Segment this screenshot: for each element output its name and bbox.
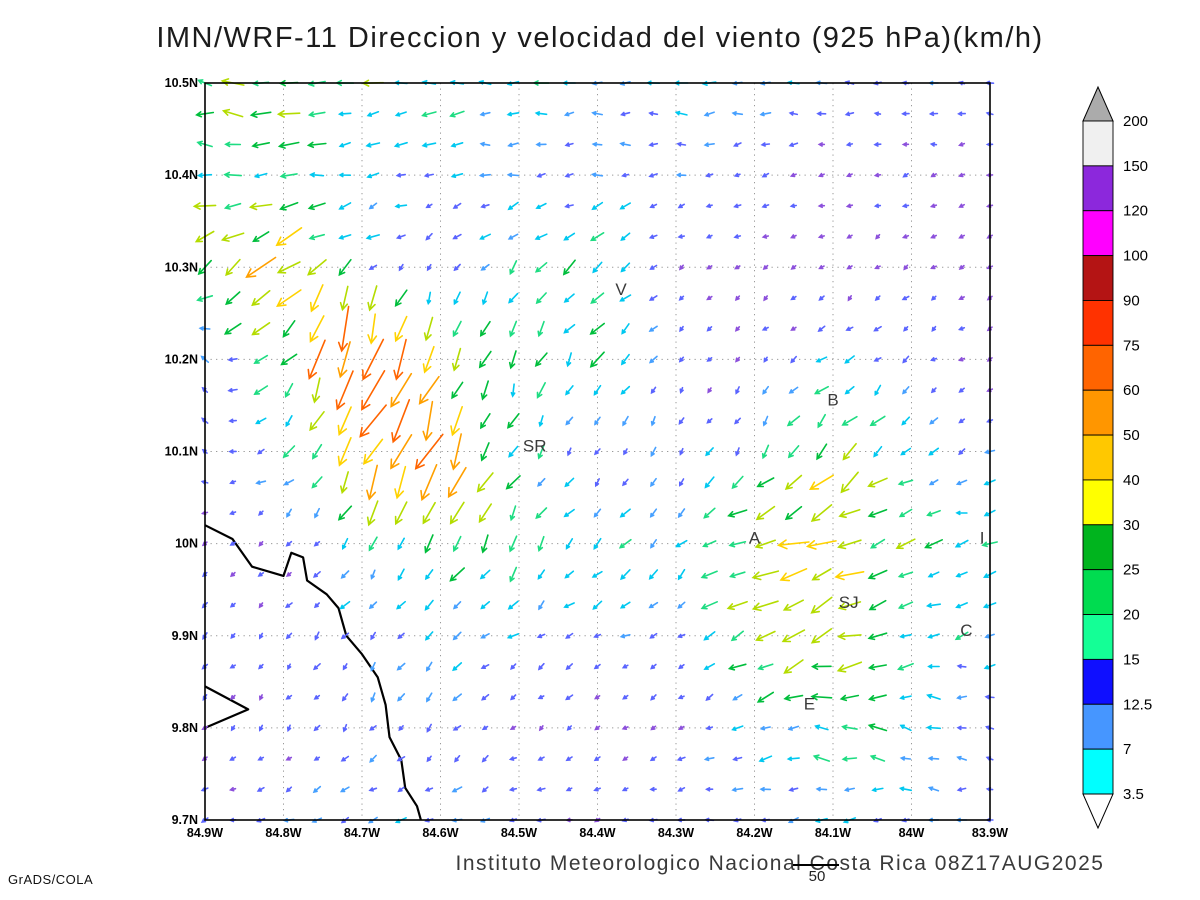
colorbar: 3.5 7 12.5 15 20 25 30 40 50 60 75 90 100 120 150 200 <box>1075 85 1195 833</box>
svg-text:84W: 84W <box>899 826 925 840</box>
footer-caption: Instituto Meteorologico Nacional Costa R… <box>455 852 1105 875</box>
reference-vector-line <box>793 864 839 866</box>
colorbar-level-label: 3.5 <box>1123 786 1144 803</box>
wind-arrows <box>192 78 998 824</box>
axis-tick-labels: 10.5N 10.4N 10.3N 10.2N 10.1N 10N 9.9N 9.8N 9.7N… <box>165 76 1009 840</box>
station-labels: V B SR A I SJ C E <box>523 280 985 714</box>
station-label-v: V <box>615 280 627 299</box>
colorbar-level-label: 12.5 <box>1123 696 1152 713</box>
svg-text:9.7N: 9.7N <box>172 813 198 827</box>
svg-text:84.4W: 84.4W <box>579 826 615 840</box>
colorbar-level-label: 40 <box>1123 472 1140 489</box>
colorbar-level-label: 150 <box>1123 158 1148 175</box>
colorbar-level-label: 100 <box>1123 248 1148 265</box>
colorbar-level-label: 25 <box>1123 562 1140 579</box>
svg-text:84.8W: 84.8W <box>265 826 301 840</box>
svg-text:9.8N: 9.8N <box>172 721 198 735</box>
colorbar-level-label: 90 <box>1123 292 1140 309</box>
colorbar-level-label: 30 <box>1123 517 1140 534</box>
coastline <box>204 524 422 821</box>
svg-text:10.5N: 10.5N <box>165 76 198 90</box>
station-label-sj: SJ <box>839 593 859 612</box>
station-label-a: A <box>749 529 761 548</box>
colorbar-level-label: 75 <box>1123 337 1140 354</box>
station-label-sr: SR <box>523 437 547 456</box>
station-label-b: B <box>827 390 838 409</box>
colorbar-level-label: 60 <box>1123 382 1140 399</box>
colorbar-level-label: 50 <box>1123 427 1140 444</box>
colorbar-level-label: 120 <box>1123 203 1148 220</box>
svg-text:10.2N: 10.2N <box>165 352 198 366</box>
colorbar-level-label: 20 <box>1123 607 1140 624</box>
station-label-i: I <box>980 529 985 548</box>
svg-text:9.9N: 9.9N <box>172 629 198 643</box>
svg-text:84.5W: 84.5W <box>501 826 537 840</box>
grads-credit: GrADS/COLA <box>8 872 94 887</box>
station-label-e: E <box>804 694 815 713</box>
chart-title: IMN/WRF-11 Direccion y velocidad del vie… <box>156 22 1044 54</box>
colorbar-level-label: 15 <box>1123 651 1140 668</box>
svg-text:84.6W: 84.6W <box>422 826 458 840</box>
svg-text:10.1N: 10.1N <box>165 445 198 459</box>
wind-vector-plot: V B SR A I SJ C E 10.5N 10.4N 10.3N 10.2N 10.1N 10N 9.… <box>150 75 1050 865</box>
colorbar-level-label: 200 <box>1123 113 1148 130</box>
svg-text:10.4N: 10.4N <box>165 168 198 182</box>
colorbar-level-label: 7 <box>1123 741 1131 758</box>
svg-text:10.3N: 10.3N <box>165 260 198 274</box>
reference-vector-label: 50 <box>808 868 826 885</box>
plot-svg: V B SR A I SJ C E 10.5N 10.4N 10.3N 10.2N 10.1N 10N 9.… <box>165 76 1009 840</box>
colorbar-svg: 3.5 7 12.5 15 20 25 30 40 50 60 75 90 100 120 150 200 <box>1082 85 1152 830</box>
svg-text:84.2W: 84.2W <box>736 826 772 840</box>
svg-text:84.9W: 84.9W <box>187 826 223 840</box>
svg-text:83.9W: 83.9W <box>972 826 1008 840</box>
svg-text:84.1W: 84.1W <box>815 826 851 840</box>
svg-text:10N: 10N <box>175 537 198 551</box>
svg-text:84.7W: 84.7W <box>344 826 380 840</box>
svg-text:84.3W: 84.3W <box>658 826 694 840</box>
station-label-c: C <box>960 621 972 640</box>
